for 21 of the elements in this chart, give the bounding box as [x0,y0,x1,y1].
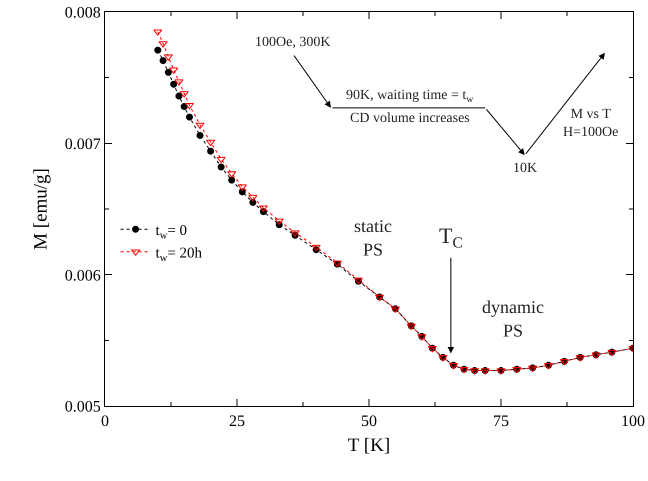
annotation: T$_{C}$ [439,223,463,252]
y-tick-label: 0.006 [64,267,101,284]
y-tick-label: 0.005 [64,398,101,416]
x-tick-label: 0 [101,413,109,430]
annotation: 100Oe, 300K [255,35,330,50]
x-tick-label: 50 [361,413,377,430]
annotation: CD volume increases [350,111,470,126]
legend-label: t$_{w}$= 20h [156,246,203,264]
y-axis-title: M [emu/g] [30,168,52,250]
annotation: dynamic PS [482,297,544,340]
annotation: 90K, waiting time = t$_{w}$ [346,88,474,105]
annotation: M vs T H=100Oe [563,107,618,140]
annotation: 10K [513,161,538,176]
y-tick-label: 0.007 [64,136,101,153]
x-axis-title: T [K] [348,435,390,456]
x-tick-label: 25 [229,413,245,430]
y-tick-label: 0.008 [64,4,101,22]
legend-label: t$_{w}$= 0 [156,223,188,242]
x-tick-label: 100 [621,413,645,430]
annotation: static PS [354,216,392,260]
x-tick-label: 75 [493,413,509,430]
